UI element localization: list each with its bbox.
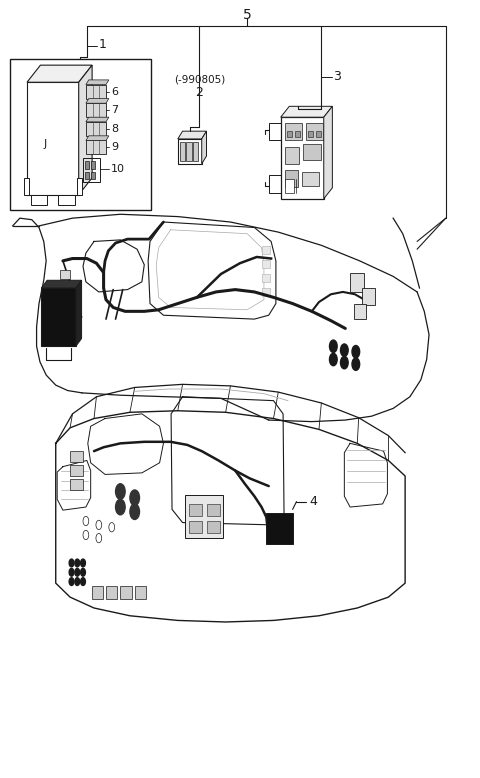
Circle shape (352, 345, 360, 358)
Bar (70, 451, 84, 462)
Bar (70, 479, 84, 490)
Bar (266, 513, 293, 545)
Polygon shape (58, 194, 75, 205)
Circle shape (130, 504, 140, 520)
Polygon shape (269, 124, 281, 141)
Bar (316, 131, 321, 138)
Text: 1: 1 (99, 38, 107, 51)
Polygon shape (27, 65, 92, 82)
Circle shape (329, 353, 337, 366)
Circle shape (329, 340, 337, 352)
Text: 3: 3 (333, 69, 341, 82)
Bar (262, 288, 270, 296)
Polygon shape (178, 131, 206, 139)
Text: 6: 6 (111, 86, 118, 96)
Polygon shape (350, 272, 364, 292)
Polygon shape (76, 280, 82, 346)
Bar (207, 521, 220, 534)
Polygon shape (269, 175, 281, 192)
Bar (285, 147, 299, 164)
Bar (193, 142, 198, 161)
Polygon shape (86, 122, 106, 136)
Polygon shape (178, 139, 202, 164)
Polygon shape (86, 141, 106, 155)
Circle shape (75, 578, 80, 586)
Bar (60, 270, 70, 279)
Bar (303, 145, 321, 160)
Circle shape (340, 344, 348, 356)
Circle shape (69, 578, 74, 586)
Polygon shape (41, 288, 76, 346)
Bar (91, 171, 95, 179)
Circle shape (81, 578, 85, 586)
Circle shape (81, 559, 85, 567)
Bar (120, 587, 132, 599)
Bar (92, 587, 103, 599)
Bar (262, 274, 270, 282)
Bar (189, 521, 202, 534)
Polygon shape (41, 280, 82, 288)
Bar (285, 124, 302, 141)
Bar (85, 162, 89, 170)
Text: 8: 8 (111, 124, 118, 134)
Polygon shape (86, 117, 109, 122)
Circle shape (75, 559, 80, 567)
Bar (70, 465, 84, 476)
Text: 9: 9 (111, 142, 118, 152)
Bar (306, 124, 323, 141)
Polygon shape (354, 303, 366, 319)
Polygon shape (324, 107, 332, 198)
Text: 10: 10 (111, 164, 125, 174)
Bar (285, 178, 294, 192)
Text: 4: 4 (310, 495, 317, 508)
Bar (262, 260, 270, 268)
Bar (180, 142, 185, 161)
Circle shape (69, 569, 74, 576)
Bar (10, 59, 152, 210)
Bar (288, 131, 292, 138)
Polygon shape (31, 194, 47, 205)
Bar (189, 504, 202, 517)
Polygon shape (86, 80, 109, 85)
Bar (185, 496, 223, 538)
Circle shape (75, 569, 80, 576)
Text: 5: 5 (243, 8, 252, 22)
Circle shape (116, 484, 125, 499)
Bar (295, 131, 300, 138)
Polygon shape (86, 136, 109, 141)
Bar (135, 587, 146, 599)
Bar (85, 171, 89, 179)
Bar (106, 587, 118, 599)
Bar (91, 162, 95, 170)
Circle shape (69, 559, 74, 567)
Bar (302, 171, 319, 185)
Polygon shape (86, 85, 106, 99)
Polygon shape (281, 117, 324, 198)
Polygon shape (77, 177, 82, 194)
Bar (186, 142, 192, 161)
Polygon shape (86, 99, 109, 103)
Polygon shape (27, 82, 79, 194)
Text: (-990805): (-990805) (174, 75, 225, 85)
Bar (207, 504, 220, 517)
Circle shape (116, 499, 125, 515)
Bar (309, 131, 313, 138)
Text: 2: 2 (195, 86, 203, 99)
Text: J: J (44, 139, 47, 149)
Polygon shape (79, 65, 92, 194)
Circle shape (130, 490, 140, 506)
Polygon shape (24, 177, 29, 194)
Circle shape (81, 569, 85, 576)
Polygon shape (202, 131, 206, 164)
Circle shape (340, 356, 348, 369)
Text: 7: 7 (111, 105, 118, 115)
Polygon shape (362, 288, 375, 305)
Bar (60, 284, 70, 293)
Circle shape (352, 358, 360, 370)
Polygon shape (281, 107, 332, 117)
Bar (285, 170, 298, 187)
Bar (60, 298, 70, 307)
Polygon shape (86, 103, 106, 117)
Bar (262, 246, 270, 254)
